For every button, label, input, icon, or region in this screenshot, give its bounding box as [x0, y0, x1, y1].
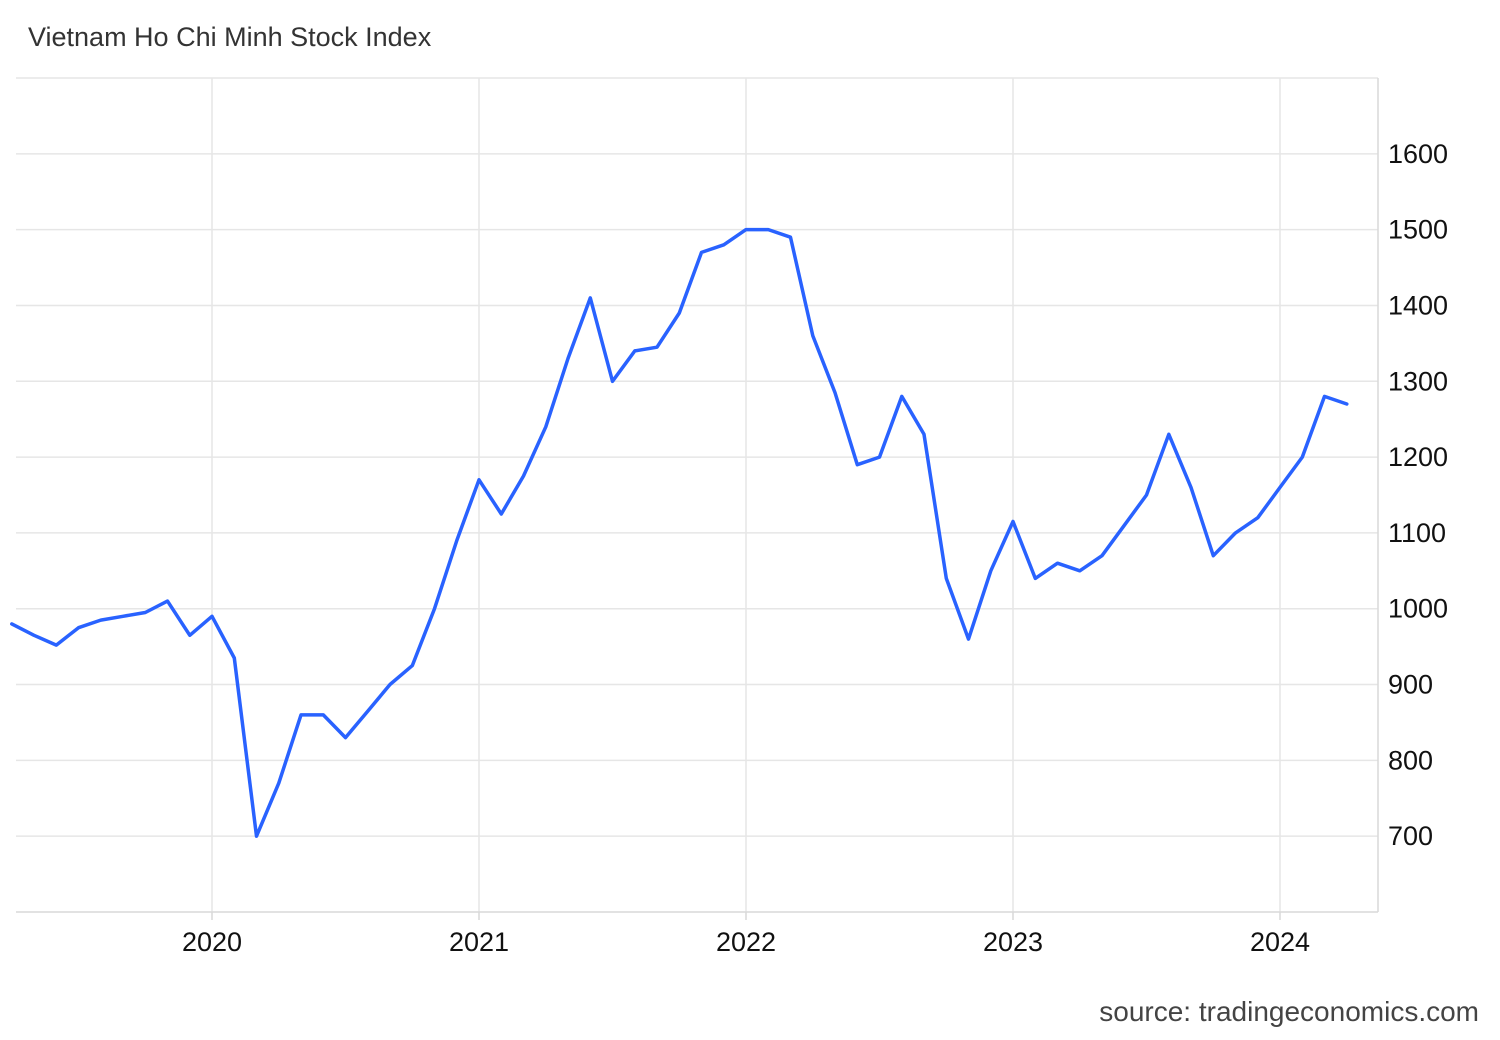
y-tick-label: 1400: [1388, 290, 1448, 320]
series: [10, 227, 1349, 838]
y-axis-ticks: 700 800 900 1000 1100 1200 1300 1400 1500 1600: [1388, 139, 1448, 851]
x-tick-label: 2024: [1250, 927, 1310, 957]
y-tick-label: 1200: [1388, 442, 1448, 472]
x-tick-label: 2020: [182, 927, 242, 957]
chart-title: Vietnam Ho Chi Minh Stock Index: [28, 22, 432, 52]
y-tick-label: 700: [1388, 821, 1433, 851]
x-tick-label: 2021: [449, 927, 509, 957]
y-tick-label: 900: [1388, 670, 1433, 700]
y-tick-label: 1500: [1388, 215, 1448, 245]
grid: [16, 77, 1378, 912]
source-label: source: tradingeconomics.com: [1099, 996, 1479, 1027]
x-axis-ticks: 2020 2021 2022 2023 2024: [182, 912, 1310, 957]
y-tick-label: 1100: [1388, 518, 1446, 548]
x-tick-label: 2023: [983, 927, 1043, 957]
series-line-0: [10, 227, 1349, 838]
y-tick-label: 1300: [1388, 366, 1448, 396]
y-tick-label: 1600: [1388, 139, 1448, 169]
axes: [16, 78, 1379, 913]
x-tick-label: 2022: [716, 927, 776, 957]
y-tick-label: 800: [1388, 745, 1433, 775]
y-tick-label: 1000: [1388, 594, 1448, 624]
